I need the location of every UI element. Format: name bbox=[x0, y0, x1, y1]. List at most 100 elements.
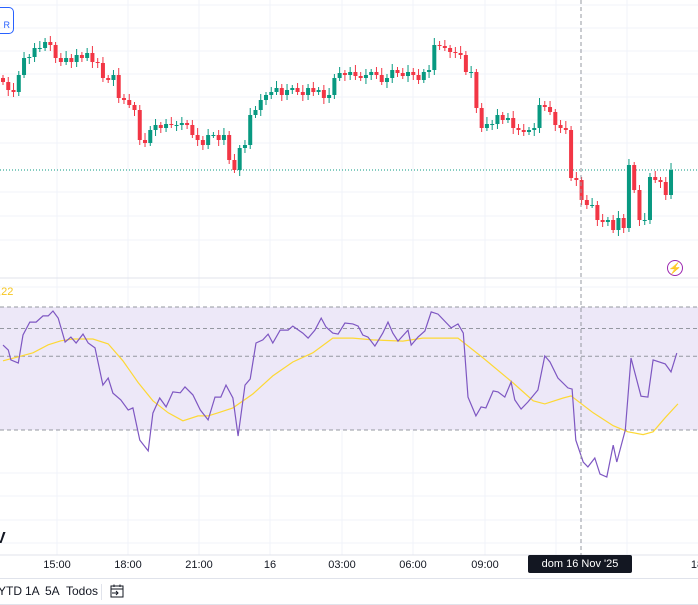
candle-body bbox=[647, 177, 652, 220]
candle-body bbox=[605, 220, 610, 222]
candle-body bbox=[442, 46, 447, 48]
candle-body bbox=[90, 53, 95, 62]
candle-body bbox=[37, 48, 42, 49]
time-label: 06:00 bbox=[399, 559, 427, 571]
candle-body bbox=[300, 92, 305, 95]
candle-body bbox=[490, 124, 495, 125]
candle-body bbox=[216, 135, 221, 140]
candle-body bbox=[479, 108, 484, 128]
candle-body bbox=[642, 220, 647, 221]
candle-body bbox=[611, 220, 616, 230]
candle-body bbox=[211, 135, 216, 136]
range-1y-button[interactable]: 1A bbox=[25, 584, 40, 598]
candle-body bbox=[27, 57, 32, 58]
candle-body bbox=[600, 220, 605, 222]
candle-body bbox=[321, 90, 326, 98]
rsi-line bbox=[2, 310, 678, 478]
candle-body bbox=[290, 88, 295, 90]
candle-body bbox=[332, 78, 337, 95]
time-label: 16 bbox=[263, 559, 277, 571]
candle-body bbox=[495, 115, 500, 124]
candle-body bbox=[16, 75, 21, 92]
candle-body bbox=[185, 123, 190, 125]
range-5y-button[interactable]: 5A bbox=[45, 584, 60, 598]
candle-body bbox=[32, 48, 37, 57]
time-label: 09:00 bbox=[471, 559, 499, 571]
candle-body bbox=[421, 72, 426, 80]
candle-body bbox=[569, 130, 574, 178]
crosshair-time-tooltip: dom 16 Nov '25 13:00 bbox=[528, 555, 632, 588]
candle-body bbox=[532, 128, 537, 130]
candle-body bbox=[1, 78, 5, 82]
candle-body bbox=[595, 205, 600, 220]
candle-body bbox=[116, 75, 121, 98]
rsi-value-label: 4,22 bbox=[0, 286, 14, 298]
candle-body bbox=[327, 95, 332, 98]
candle-body bbox=[137, 110, 142, 140]
candle-body bbox=[395, 70, 400, 73]
candle-body bbox=[474, 72, 479, 108]
candle-body bbox=[500, 115, 505, 120]
candle-body bbox=[242, 145, 247, 148]
candle-body bbox=[43, 42, 48, 48]
price-candles bbox=[0, 36, 698, 236]
candle-body bbox=[558, 125, 563, 128]
candle-body bbox=[95, 62, 100, 63]
candle-body bbox=[48, 42, 53, 45]
candle-body bbox=[579, 180, 584, 200]
candle-body bbox=[437, 45, 442, 46]
candle-body bbox=[537, 105, 542, 128]
range-ytd-button[interactable]: YTD bbox=[0, 584, 22, 598]
candle-body bbox=[285, 90, 290, 95]
candle-body bbox=[548, 107, 553, 112]
time-label: 18:00 bbox=[114, 559, 142, 571]
candle-body bbox=[563, 128, 568, 130]
candle-body bbox=[453, 52, 458, 53]
candle-body bbox=[58, 58, 63, 62]
candle-body bbox=[190, 125, 195, 135]
candle-body bbox=[484, 124, 489, 128]
candle-body bbox=[206, 135, 211, 145]
candle-body bbox=[458, 53, 463, 55]
symbol-badge-text: R bbox=[3, 20, 11, 30]
candle-body bbox=[74, 55, 79, 62]
candle-body bbox=[111, 75, 116, 80]
candle-body bbox=[264, 95, 268, 100]
candle-body bbox=[416, 75, 421, 80]
candle-body bbox=[348, 72, 353, 75]
time-label: 18 bbox=[690, 559, 698, 571]
candle-body bbox=[632, 165, 637, 190]
lightning-icon[interactable]: ⚡ bbox=[667, 260, 683, 276]
candle-body bbox=[85, 53, 90, 58]
rsi-lines bbox=[2, 310, 679, 478]
candle-body bbox=[316, 90, 321, 92]
candle-body bbox=[511, 118, 516, 128]
chart-canvas[interactable] bbox=[0, 0, 698, 578]
range-all-button[interactable]: Todos bbox=[66, 584, 99, 598]
symbol-badge[interactable]: R bbox=[0, 7, 14, 34]
candle-body bbox=[390, 70, 395, 78]
candle-body bbox=[148, 130, 153, 143]
candle-body bbox=[179, 123, 184, 125]
grid-lines bbox=[0, 0, 698, 556]
candle-body bbox=[6, 82, 11, 90]
candle-body bbox=[221, 135, 226, 140]
candle-body bbox=[637, 190, 642, 220]
candle-body bbox=[363, 75, 368, 78]
calendar-goto-icon[interactable] bbox=[109, 583, 125, 599]
candle-body bbox=[516, 128, 521, 130]
candle-body bbox=[232, 160, 237, 170]
candle-body bbox=[369, 72, 374, 75]
candle-body bbox=[353, 72, 358, 76]
candle-body bbox=[248, 115, 253, 145]
candle-body bbox=[258, 100, 263, 110]
toolbar-divider bbox=[101, 584, 102, 600]
candle-body bbox=[553, 112, 558, 125]
candle-body bbox=[527, 130, 531, 132]
candle-body bbox=[295, 88, 300, 92]
candle-body bbox=[505, 118, 510, 120]
candle-body bbox=[374, 72, 379, 75]
time-label: 21:00 bbox=[185, 559, 213, 571]
candle-body bbox=[584, 200, 589, 205]
tradingview-logo[interactable]: V bbox=[0, 530, 6, 547]
